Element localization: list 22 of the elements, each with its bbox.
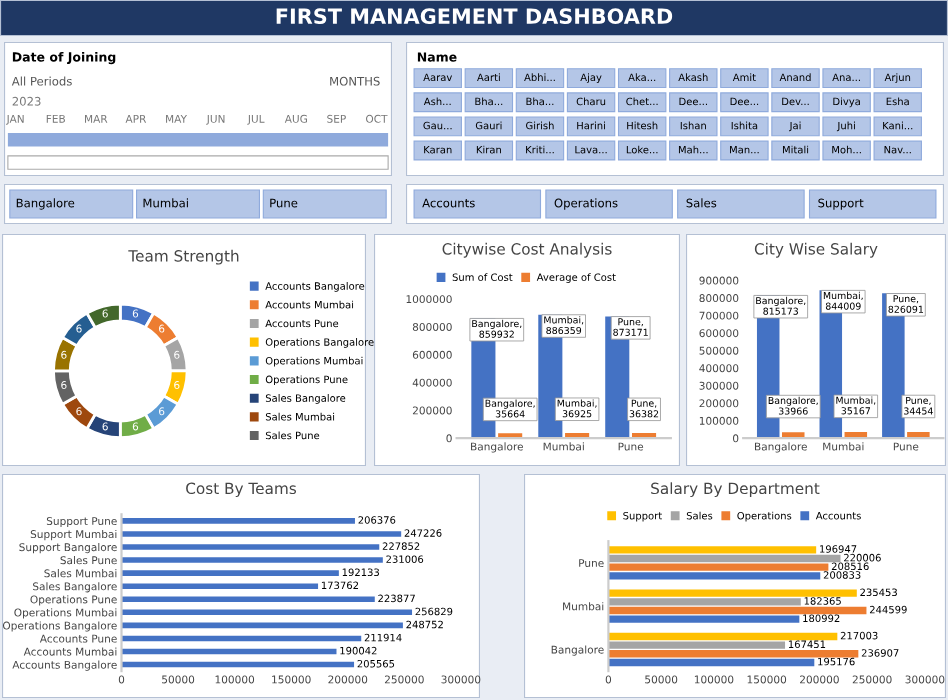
bar	[121, 557, 383, 563]
bar	[121, 570, 339, 576]
bar	[608, 598, 801, 606]
bar	[121, 583, 319, 589]
bar	[121, 596, 375, 603]
bar	[608, 546, 817, 554]
bar	[121, 622, 403, 629]
bar	[608, 572, 821, 580]
bar	[608, 650, 859, 658]
bar	[121, 531, 402, 537]
bar	[608, 615, 800, 623]
bar	[608, 606, 867, 615]
bar	[608, 641, 786, 649]
bar	[608, 589, 857, 597]
bar	[121, 518, 355, 524]
bar	[121, 609, 413, 616]
text: FIRST MANAGEMENT DASHBOARD	[276, 8, 673, 25]
bar	[608, 554, 841, 563]
bar	[608, 658, 815, 667]
bar	[608, 563, 829, 571]
bar	[608, 632, 838, 641]
bar	[121, 544, 380, 550]
